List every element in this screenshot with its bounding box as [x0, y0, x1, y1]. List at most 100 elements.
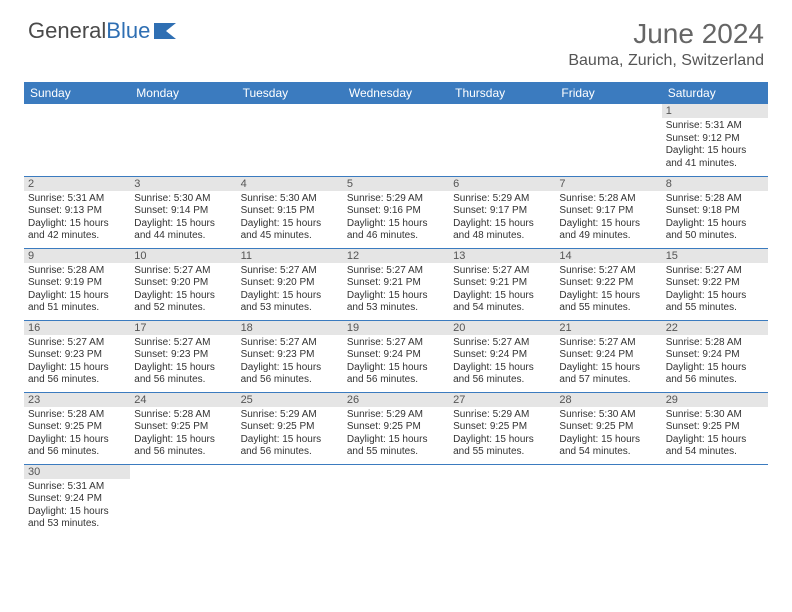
sunrise-text: Sunrise: 5:27 AM [28, 337, 126, 350]
calendar-empty-cell [662, 464, 768, 536]
sunrise-text: Sunrise: 5:28 AM [666, 193, 764, 206]
weekday-header: Saturday [662, 82, 768, 104]
daylight-text: Daylight: 15 hours and 54 minutes. [559, 434, 657, 459]
calendar-empty-cell [555, 464, 661, 536]
sunrise-text: Sunrise: 5:28 AM [28, 265, 126, 278]
sunset-text: Sunset: 9:23 PM [241, 349, 339, 362]
daylight-text: Daylight: 15 hours and 53 minutes. [241, 290, 339, 315]
daylight-text: Daylight: 15 hours and 57 minutes. [559, 362, 657, 387]
calendar-day-cell: 13Sunrise: 5:27 AMSunset: 9:21 PMDayligh… [449, 248, 555, 320]
sunset-text: Sunset: 9:25 PM [241, 421, 339, 434]
daylight-text: Daylight: 15 hours and 56 minutes. [28, 434, 126, 459]
daylight-text: Daylight: 15 hours and 56 minutes. [28, 362, 126, 387]
day-number: 5 [343, 177, 449, 191]
daylight-text: Daylight: 15 hours and 56 minutes. [347, 362, 445, 387]
calendar-week-row: 1Sunrise: 5:31 AMSunset: 9:12 PMDaylight… [24, 104, 768, 176]
title-block: June 2024 Bauma, Zurich, Switzerland [568, 18, 764, 70]
daylight-text: Daylight: 15 hours and 52 minutes. [134, 290, 232, 315]
sunrise-text: Sunrise: 5:28 AM [666, 337, 764, 350]
calendar-day-cell: 28Sunrise: 5:30 AMSunset: 9:25 PMDayligh… [555, 392, 661, 464]
sunset-text: Sunset: 9:25 PM [559, 421, 657, 434]
day-number: 18 [237, 321, 343, 335]
weekday-header: Monday [130, 82, 236, 104]
sunrise-text: Sunrise: 5:31 AM [28, 193, 126, 206]
sunset-text: Sunset: 9:19 PM [28, 277, 126, 290]
calendar-day-cell: 11Sunrise: 5:27 AMSunset: 9:20 PMDayligh… [237, 248, 343, 320]
day-number: 29 [662, 393, 768, 407]
calendar-day-cell: 19Sunrise: 5:27 AMSunset: 9:24 PMDayligh… [343, 320, 449, 392]
sunrise-text: Sunrise: 5:28 AM [559, 193, 657, 206]
calendar-day-cell: 7Sunrise: 5:28 AMSunset: 9:17 PMDaylight… [555, 176, 661, 248]
sunset-text: Sunset: 9:13 PM [28, 205, 126, 218]
calendar-empty-cell [555, 104, 661, 176]
sunrise-text: Sunrise: 5:27 AM [666, 265, 764, 278]
calendar-day-cell: 20Sunrise: 5:27 AMSunset: 9:24 PMDayligh… [449, 320, 555, 392]
sunset-text: Sunset: 9:24 PM [28, 493, 126, 506]
daylight-text: Daylight: 15 hours and 56 minutes. [666, 362, 764, 387]
weekday-header-row: SundayMondayTuesdayWednesdayThursdayFrid… [24, 82, 768, 104]
day-number: 1 [662, 104, 768, 118]
daylight-text: Daylight: 15 hours and 56 minutes. [134, 362, 232, 387]
sunrise-text: Sunrise: 5:30 AM [559, 409, 657, 422]
sunrise-text: Sunrise: 5:27 AM [134, 337, 232, 350]
calendar-day-cell: 26Sunrise: 5:29 AMSunset: 9:25 PMDayligh… [343, 392, 449, 464]
daylight-text: Daylight: 15 hours and 53 minutes. [28, 506, 126, 531]
calendar-empty-cell [343, 104, 449, 176]
calendar-day-cell: 17Sunrise: 5:27 AMSunset: 9:23 PMDayligh… [130, 320, 236, 392]
weekday-header: Tuesday [237, 82, 343, 104]
calendar-day-cell: 18Sunrise: 5:27 AMSunset: 9:23 PMDayligh… [237, 320, 343, 392]
weekday-header: Wednesday [343, 82, 449, 104]
calendar-day-cell: 22 Sunrise: 5:28 AMSunset: 9:24 PMDayligh… [662, 320, 768, 392]
daylight-text: Daylight: 15 hours and 56 minutes. [241, 362, 339, 387]
day-number: 15 [662, 249, 768, 263]
sunrise-text: Sunrise: 5:30 AM [241, 193, 339, 206]
day-number: 4 [237, 177, 343, 191]
calendar-empty-cell [343, 464, 449, 536]
sunset-text: Sunset: 9:12 PM [666, 133, 764, 146]
sunrise-text: Sunrise: 5:27 AM [347, 337, 445, 350]
calendar-empty-cell [130, 464, 236, 536]
day-number: 16 [24, 321, 130, 335]
sunset-text: Sunset: 9:15 PM [241, 205, 339, 218]
day-number: 23 [24, 393, 130, 407]
sunset-text: Sunset: 9:17 PM [559, 205, 657, 218]
sunrise-text: Sunrise: 5:31 AM [28, 481, 126, 494]
calendar-week-row: 2Sunrise: 5:31 AMSunset: 9:13 PMDaylight… [24, 176, 768, 248]
daylight-text: Daylight: 15 hours and 56 minutes. [134, 434, 232, 459]
calendar-day-cell: 15Sunrise: 5:27 AMSunset: 9:22 PMDayligh… [662, 248, 768, 320]
sunset-text: Sunset: 9:24 PM [666, 349, 764, 362]
weekday-header: Friday [555, 82, 661, 104]
sunrise-text: Sunrise: 5:28 AM [28, 409, 126, 422]
sunset-text: Sunset: 9:24 PM [453, 349, 551, 362]
calendar-day-cell: 3Sunrise: 5:30 AMSunset: 9:14 PMDaylight… [130, 176, 236, 248]
day-number: 22 [662, 321, 768, 335]
sunset-text: Sunset: 9:25 PM [666, 421, 764, 434]
sunset-text: Sunset: 9:16 PM [347, 205, 445, 218]
daylight-text: Daylight: 15 hours and 54 minutes. [453, 290, 551, 315]
calendar-day-cell: 30 Sunrise: 5:31 AMSunset: 9:24 PMDayligh… [24, 464, 130, 536]
day-number: 26 [343, 393, 449, 407]
daylight-text: Daylight: 15 hours and 56 minutes. [241, 434, 339, 459]
day-number: 30 [24, 465, 130, 479]
day-number: 21 [555, 321, 661, 335]
sunset-text: Sunset: 9:20 PM [134, 277, 232, 290]
day-number: 20 [449, 321, 555, 335]
calendar-day-cell: 4Sunrise: 5:30 AMSunset: 9:15 PMDaylight… [237, 176, 343, 248]
calendar-empty-cell [130, 104, 236, 176]
daylight-text: Daylight: 15 hours and 55 minutes. [666, 290, 764, 315]
day-number: 24 [130, 393, 236, 407]
sunset-text: Sunset: 9:17 PM [453, 205, 551, 218]
calendar-empty-cell [449, 464, 555, 536]
calendar-day-cell: 1Sunrise: 5:31 AMSunset: 9:12 PMDaylight… [662, 104, 768, 176]
sunset-text: Sunset: 9:24 PM [347, 349, 445, 362]
sunset-text: Sunset: 9:23 PM [134, 349, 232, 362]
calendar-week-row: 9Sunrise: 5:28 AMSunset: 9:19 PMDaylight… [24, 248, 768, 320]
calendar-day-cell: 23Sunrise: 5:28 AMSunset: 9:25 PMDayligh… [24, 392, 130, 464]
calendar-day-cell: 8Sunrise: 5:28 AMSunset: 9:18 PMDaylight… [662, 176, 768, 248]
calendar-week-row: 16Sunrise: 5:27 AMSunset: 9:23 PMDayligh… [24, 320, 768, 392]
sunrise-text: Sunrise: 5:29 AM [453, 193, 551, 206]
calendar-day-cell: 27Sunrise: 5:29 AMSunset: 9:25 PMDayligh… [449, 392, 555, 464]
sunset-text: Sunset: 9:14 PM [134, 205, 232, 218]
day-number: 11 [237, 249, 343, 263]
day-number: 2 [24, 177, 130, 191]
